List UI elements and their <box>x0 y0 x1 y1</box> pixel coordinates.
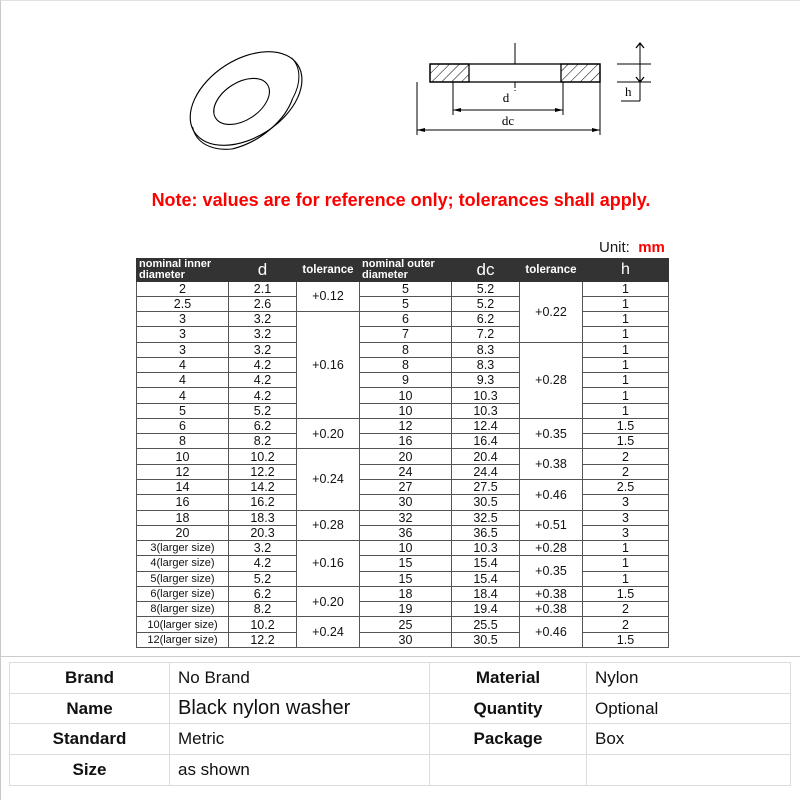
svg-text:dc: dc <box>502 113 515 128</box>
svg-text:h: h <box>625 84 632 99</box>
svg-text:d: d <box>503 90 510 105</box>
